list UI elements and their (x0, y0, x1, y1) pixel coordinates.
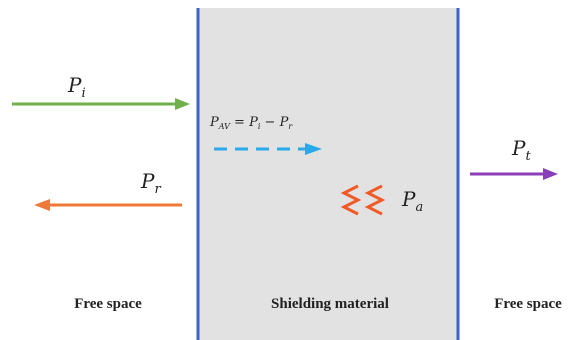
incident-arrowhead (175, 98, 190, 110)
reflected-arrowhead (34, 199, 50, 211)
average-arrowhead (305, 143, 322, 155)
caption-shielding-material: Shielding material (271, 296, 389, 312)
transmitted-arrowhead (543, 168, 558, 180)
absorbed-label: Pa (401, 187, 423, 215)
transmitted-label: Pt (511, 136, 531, 164)
shielding-slab (198, 8, 458, 340)
incident-label: Pi (67, 73, 86, 101)
reflected-label: Pr (140, 169, 161, 197)
caption-free-space-left: Free space (74, 296, 142, 312)
caption-free-space-right: Free space (494, 296, 562, 312)
average-power-equation: PAV = Pi − Pr (209, 115, 293, 131)
absorbed-heat-icon (340, 184, 386, 216)
